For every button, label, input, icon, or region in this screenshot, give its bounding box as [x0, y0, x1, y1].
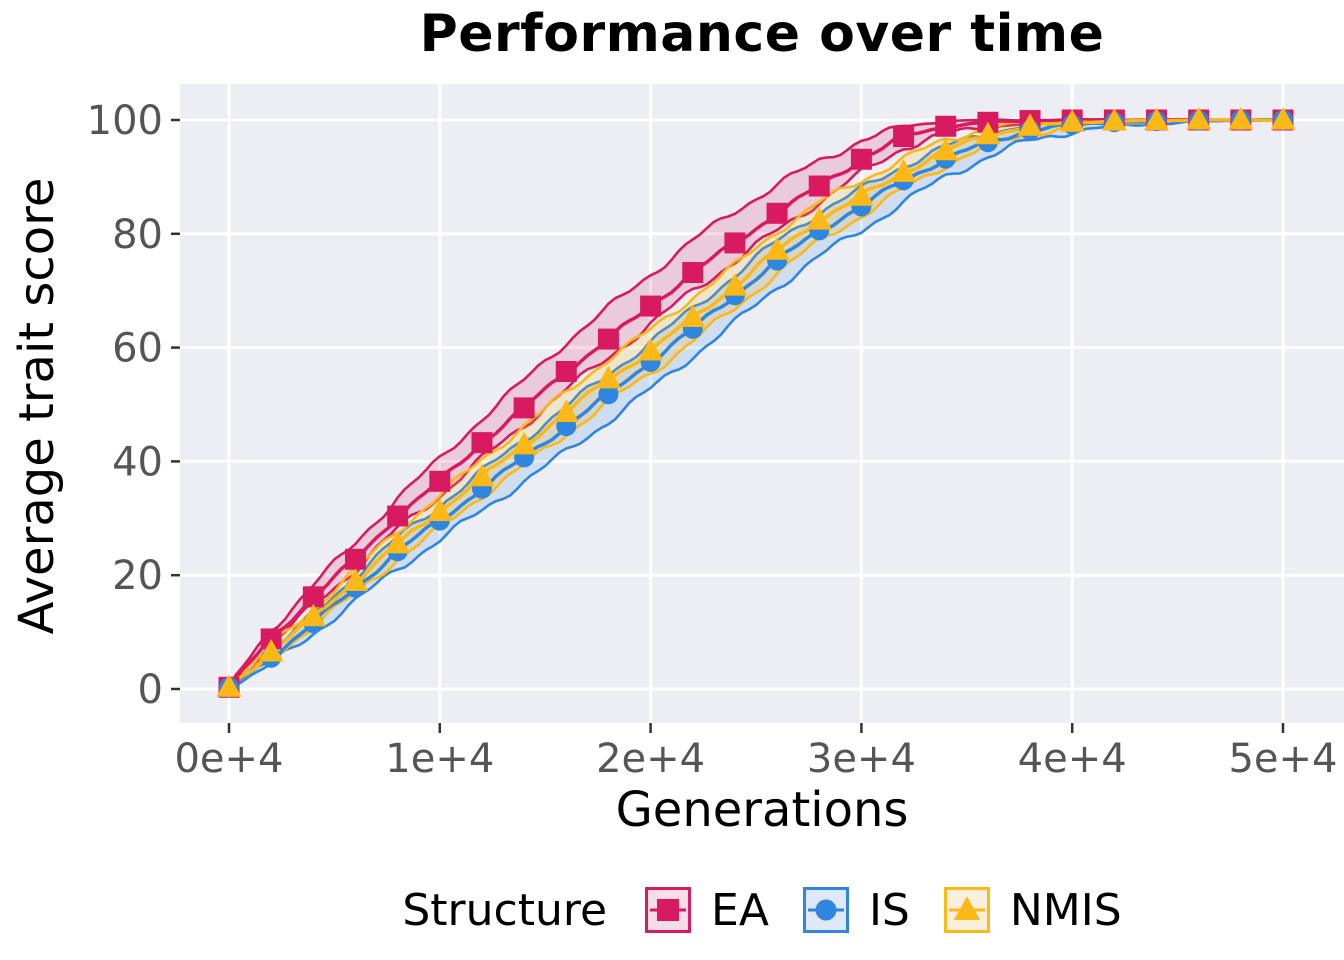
x-tick-label: 4e+4: [1018, 736, 1127, 782]
legend-label-nmis: NMIS: [1009, 884, 1122, 936]
nmis-triangle-key-icon: [943, 887, 990, 933]
y-tick-label: 100: [87, 98, 163, 144]
y-tick-label: 20: [112, 553, 163, 599]
is-circle-key-icon: [802, 887, 849, 933]
y-tick-label: 80: [112, 212, 163, 258]
x-tick-label: 5e+4: [1228, 736, 1337, 782]
legend-item-ea: EA: [645, 885, 769, 936]
ea-ribbon: [229, 119, 1283, 689]
y-tick-label: 40: [112, 439, 163, 485]
x-tick-label: 0e+4: [174, 736, 283, 782]
legend-item-nmis: NMIS: [943, 884, 1122, 936]
legend-label-is: IS: [868, 884, 910, 936]
x-tick-label: 1e+4: [385, 736, 494, 782]
y-tick-label: 0: [138, 667, 163, 713]
x-tick-label: 2e+4: [596, 736, 705, 782]
legend-label-ea: EA: [711, 884, 769, 936]
chart-title: Performance over time: [419, 4, 1105, 64]
legend: Structure EA IS NMIS: [180, 880, 1344, 940]
legend-title: Structure: [402, 884, 608, 936]
nmis-markers: [216, 107, 1296, 697]
ea-square-key-icon: [645, 887, 692, 933]
x-axis-title: Generations: [615, 782, 909, 838]
y-axis-title: Average trait score: [9, 177, 65, 635]
panel-background: [180, 84, 1344, 723]
y-tick-label: 60: [112, 326, 163, 372]
x-tick-label: 3e+4: [807, 736, 916, 782]
legend-item-is: IS: [802, 884, 910, 936]
